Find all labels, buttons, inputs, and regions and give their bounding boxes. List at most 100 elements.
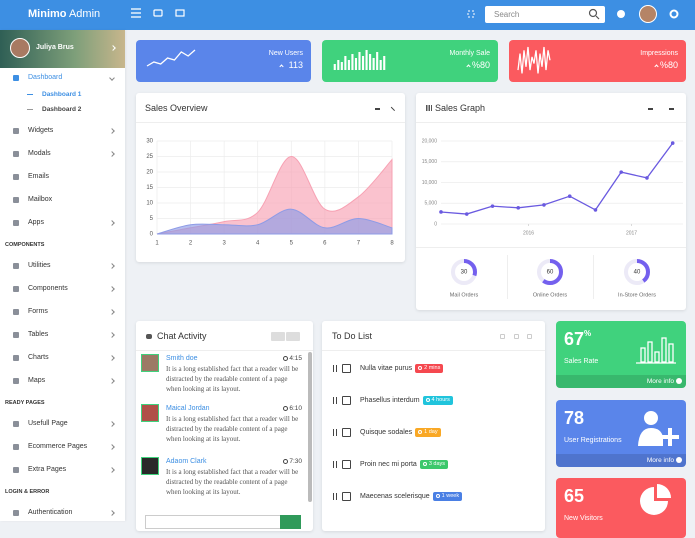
tile-footer[interactable]: More info (556, 375, 686, 388)
tile-value: 78 (564, 408, 584, 429)
menu-chevron (109, 378, 115, 384)
submenu-item[interactable]: Dashboard 1 (0, 88, 125, 102)
panel-tool[interactable] (514, 334, 519, 339)
tile-label: Sales Rate (564, 358, 599, 365)
todo-checkbox[interactable] (342, 363, 351, 373)
chat-time: 7:30 (289, 458, 302, 465)
menu-item[interactable]: Tables (0, 327, 125, 343)
chat-icon (146, 334, 152, 339)
menu-label: Mailbox (28, 196, 53, 203)
menu-icon (13, 174, 19, 180)
info-tile: 65 New Visitors (556, 478, 686, 538)
chat-input[interactable] (145, 515, 281, 529)
donut-divider (507, 255, 508, 299)
todo-text: Nulla vitae purus (360, 364, 413, 372)
panel-divider (416, 122, 686, 123)
panel-tool[interactable] (527, 334, 532, 339)
menu-item[interactable]: Charts (0, 350, 125, 366)
menu-icon (13, 197, 19, 203)
tile-number: 65 (564, 486, 585, 506)
send-button[interactable] (280, 515, 301, 529)
stat-card: Impressions %80 (509, 40, 686, 82)
stat-card: New Users 113 (136, 40, 311, 82)
menu-item[interactable]: Utilities (0, 258, 125, 274)
panel-button[interactable] (271, 332, 285, 341)
scrollbar (308, 352, 312, 502)
menu-item[interactable]: Maps (0, 373, 125, 389)
stat-label: New Users (268, 50, 303, 57)
badge-clock (418, 366, 423, 370)
menu-icon (13, 378, 19, 384)
todo-checkbox[interactable] (342, 395, 351, 405)
close-icon[interactable] (387, 106, 396, 114)
tile-label: User Registrations (564, 437, 622, 444)
menu-chevron (109, 220, 115, 226)
menu-item[interactable]: Widgets (0, 123, 125, 139)
stat-value: 113 (288, 60, 303, 70)
menu-icon (13, 444, 19, 450)
menu-label: Extra Pages (28, 466, 67, 473)
submenu-label: Dashboard 1 (42, 91, 82, 98)
todo-checkbox[interactable] (342, 427, 351, 437)
badge-text: 2 mins (424, 365, 441, 371)
sales-graph-panel: Sales Graph (416, 93, 686, 310)
minimize-icon[interactable] (648, 108, 653, 110)
minimize-icon[interactable] (375, 108, 380, 110)
menu-label: Forms (28, 308, 48, 315)
todo-checkbox[interactable] (342, 491, 351, 501)
submenu-item[interactable]: Dashboard 2 (0, 103, 125, 117)
drag-handle (333, 364, 337, 372)
panel-divider (322, 350, 545, 351)
tile-number: 67 (564, 329, 585, 349)
menu-icon (13, 286, 19, 292)
chat-panel: Chat Activity Smith doe 4:15 It is a long e… (136, 321, 313, 531)
panel-button[interactable] (286, 332, 300, 341)
menu-item[interactable]: Components (0, 281, 125, 297)
chat-avatar (141, 457, 159, 475)
menu-item[interactable]: Usefull Page (0, 416, 125, 432)
grid-icon (426, 105, 432, 111)
drag-handle (333, 428, 337, 436)
badge-clock (422, 462, 427, 466)
info-tile: 78 User Registrations More info (556, 400, 686, 467)
tile-footer[interactable]: More info (556, 454, 686, 467)
menu-label: Widgets (28, 127, 54, 134)
menu-icon (13, 510, 19, 516)
tile-value: 65 (564, 486, 584, 507)
menu-item[interactable]: Mailbox (0, 192, 125, 208)
menu-icon (13, 332, 19, 338)
clock-icon (283, 406, 288, 411)
menu-label: Authentication (28, 509, 73, 516)
stat-value: %80 (659, 60, 678, 70)
menu-item[interactable]: Apps (0, 215, 125, 231)
badge-clock (418, 430, 423, 434)
menu-item[interactable]: Dashboard (0, 70, 125, 86)
menu-item[interactable]: Forms (0, 304, 125, 320)
menu-item[interactable]: Authentication (0, 505, 125, 521)
panel-divider (416, 247, 686, 248)
menu-item[interactable]: Extra Pages (0, 462, 125, 478)
search-box[interactable]: Search (485, 6, 605, 23)
menu-label: Modals (28, 150, 51, 157)
todo-text: Maecenas scelerisque (360, 492, 430, 500)
info-tile: 67% Sales Rate More info (556, 321, 686, 388)
menu-label: Charts (28, 354, 49, 361)
menu-icon (13, 75, 19, 81)
panel-tool[interactable] (500, 334, 505, 339)
close-icon[interactable] (669, 108, 674, 110)
submenu-icon (27, 109, 33, 110)
menu-icon (13, 355, 19, 361)
menu-item[interactable]: Modals (0, 146, 125, 162)
chat-avatar (141, 404, 159, 422)
menu-icon (13, 467, 19, 473)
todo-badge: 1 week (432, 491, 463, 501)
chat-name: Maical Jordan (166, 405, 210, 412)
menu-heading: COMPONENTS (5, 242, 45, 248)
clock-icon (283, 356, 288, 361)
panel-divider (136, 350, 313, 351)
menu-item[interactable]: Ecommerce Pages (0, 439, 125, 455)
menu-item[interactable]: Emails (0, 169, 125, 185)
clock-icon (283, 459, 288, 464)
todo-checkbox[interactable] (342, 459, 351, 469)
